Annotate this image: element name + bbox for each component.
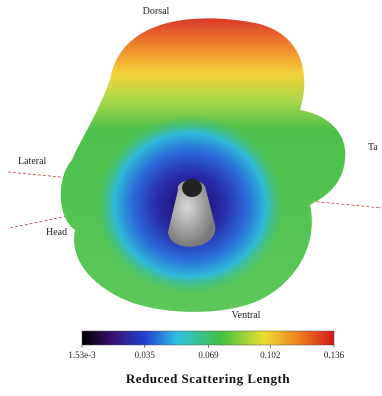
- colorbar-ticks: 1.53e-3 0.035 0.069 0.102 0.136: [68, 345, 344, 360]
- colorbar-tick-label: 0.035: [135, 350, 156, 360]
- label-dorsal: Dorsal: [143, 6, 170, 17]
- label-head: Head: [46, 227, 67, 238]
- probe-tip: [182, 179, 202, 197]
- colorbar-tick-label: 1.53e-3: [68, 350, 96, 360]
- figure: Dorsal Lateral Ta Head Ventral 1.53e-3 0.…: [0, 0, 382, 391]
- colorbar: [82, 331, 334, 345]
- colorbar-tick-label: 0.069: [198, 350, 219, 360]
- label-tail: Ta: [368, 142, 378, 153]
- colorbar-tick-label: 0.102: [260, 350, 280, 360]
- label-lateral: Lateral: [18, 156, 47, 167]
- colorbar-tick-label: 0.136: [324, 350, 345, 360]
- colorbar-title: Reduced Scattering Length: [126, 371, 290, 386]
- label-ventral: Ventral: [232, 310, 261, 321]
